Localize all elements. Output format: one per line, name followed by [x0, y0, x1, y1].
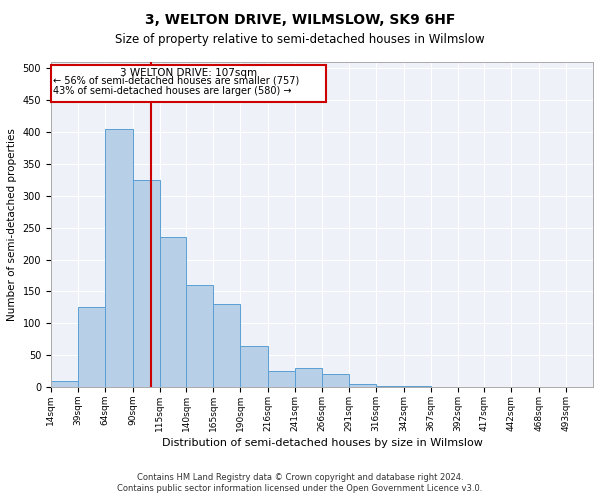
Bar — [78, 308, 104, 387]
Bar — [133, 180, 160, 387]
Text: Contains public sector information licensed under the Open Government Licence v3: Contains public sector information licen… — [118, 484, 482, 493]
Bar — [295, 368, 322, 387]
Bar — [268, 371, 295, 387]
Text: 43% of semi-detached houses are larger (580) →: 43% of semi-detached houses are larger (… — [53, 86, 292, 96]
Bar — [51, 380, 78, 387]
Bar — [104, 129, 133, 387]
Bar — [376, 386, 404, 387]
Text: 3 WELTON DRIVE: 107sqm: 3 WELTON DRIVE: 107sqm — [120, 68, 257, 78]
Bar — [322, 374, 349, 387]
Text: ← 56% of semi-detached houses are smaller (757): ← 56% of semi-detached houses are smalle… — [53, 76, 299, 86]
Y-axis label: Number of semi-detached properties: Number of semi-detached properties — [7, 128, 17, 321]
Bar — [349, 384, 376, 387]
Text: Contains HM Land Registry data © Crown copyright and database right 2024.: Contains HM Land Registry data © Crown c… — [137, 472, 463, 482]
Bar — [160, 238, 187, 387]
FancyBboxPatch shape — [51, 65, 326, 102]
Bar — [187, 285, 213, 387]
Bar — [240, 346, 268, 387]
Bar — [213, 304, 240, 387]
Bar — [404, 386, 431, 387]
Text: 3, WELTON DRIVE, WILMSLOW, SK9 6HF: 3, WELTON DRIVE, WILMSLOW, SK9 6HF — [145, 12, 455, 26]
Text: Size of property relative to semi-detached houses in Wilmslow: Size of property relative to semi-detach… — [115, 32, 485, 46]
X-axis label: Distribution of semi-detached houses by size in Wilmslow: Distribution of semi-detached houses by … — [161, 438, 482, 448]
